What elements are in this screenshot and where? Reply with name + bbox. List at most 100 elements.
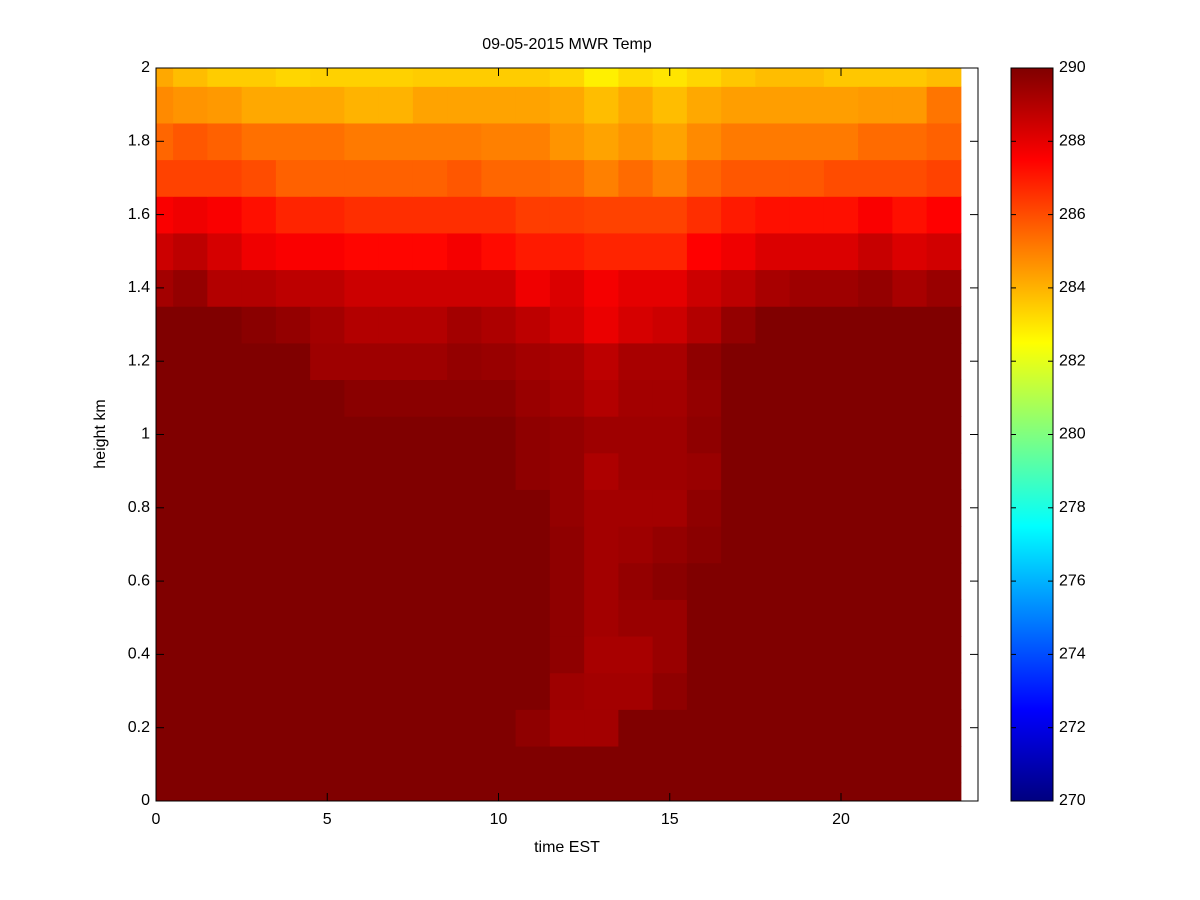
heatmap-cell [721, 636, 756, 674]
heatmap-cell [412, 159, 448, 197]
colorbar-tick-label: 272 [1059, 719, 1086, 736]
heatmap-cell [721, 562, 756, 600]
heatmap-cell [618, 306, 654, 344]
heatmap-cell [310, 306, 345, 344]
heatmap-cell [275, 709, 311, 747]
heatmap-cell [926, 416, 962, 454]
heatmap-cell [686, 782, 722, 801]
heatmap-cell [378, 86, 414, 124]
heatmap-cell [481, 746, 517, 784]
heatmap-cell [412, 232, 448, 271]
heatmap-cell [412, 86, 448, 124]
heatmap-cell [755, 746, 791, 784]
heatmap-cell [275, 306, 311, 344]
heatmap-cell [823, 196, 859, 234]
heatmap-cell [823, 562, 859, 600]
heatmap-cell [652, 416, 688, 454]
colorbar [1010, 67, 1054, 802]
heatmap-cell [823, 68, 859, 87]
heatmap-cell [173, 232, 208, 271]
heatmap-cell [823, 342, 859, 381]
heatmap-cell [584, 68, 619, 87]
heatmap-cell [173, 86, 208, 124]
heatmap-cell [207, 269, 243, 307]
heatmap-cell [378, 452, 414, 490]
heatmap-cell [549, 86, 585, 124]
heatmap-cell [378, 636, 414, 674]
heatmap-cell [823, 526, 859, 564]
heatmap-cell [618, 68, 654, 87]
heatmap-cell [310, 196, 345, 234]
heatmap-cell [858, 526, 893, 564]
heatmap-cell [858, 672, 893, 710]
heatmap-cell [789, 416, 825, 454]
heatmap-cell [173, 709, 208, 747]
heatmap-cell [892, 122, 928, 161]
heatmap-cell [481, 452, 517, 490]
heatmap-cell [275, 159, 311, 197]
heatmap-cell [618, 636, 654, 674]
heatmap-cell [241, 782, 277, 801]
heatmap-cell [686, 562, 722, 600]
x-tick-label: 0 [152, 811, 161, 828]
heatmap-cell [584, 379, 619, 417]
x-tick-label: 15 [661, 811, 679, 828]
heatmap-cell [686, 159, 722, 197]
heatmap-cell [789, 86, 825, 124]
heatmap-cell [310, 636, 345, 674]
heatmap-cell [926, 86, 962, 124]
heatmap-cell [686, 269, 722, 307]
heatmap-cell [156, 782, 174, 801]
y-tick-label: 1.8 [128, 133, 150, 150]
heatmap-cell [412, 196, 448, 234]
heatmap-cell [652, 636, 688, 674]
heatmap-cell [156, 159, 174, 197]
heatmap-cell [378, 672, 414, 710]
heatmap-cell [618, 562, 654, 600]
heatmap-cell [173, 159, 208, 197]
heatmap-cell [156, 68, 174, 87]
heatmap-cell [378, 562, 414, 600]
heatmap-cell [447, 196, 482, 234]
heatmap-cell [412, 709, 448, 747]
heatmap-cell [584, 562, 619, 600]
colorbar-tick-label: 274 [1059, 646, 1086, 663]
heatmap-cell [515, 562, 551, 600]
heatmap-cell [447, 68, 482, 87]
heatmap-cell [378, 342, 414, 381]
heatmap-cell [241, 709, 277, 747]
heatmap-cell [618, 196, 654, 234]
heatmap-cell [823, 489, 859, 527]
heatmap-cell [241, 672, 277, 710]
heatmap-cell [584, 342, 619, 381]
heatmap-cell [207, 489, 243, 527]
heatmap-cell [755, 416, 791, 454]
heatmap-cell [173, 746, 208, 784]
heatmap-cell [447, 782, 482, 801]
heatmap-cell [241, 379, 277, 417]
colorbar-tick-label: 286 [1059, 206, 1086, 223]
heatmap-cell [755, 342, 791, 381]
heatmap-cell [858, 636, 893, 674]
y-tick-label: 0.2 [128, 719, 150, 736]
heatmap-cell [858, 379, 893, 417]
heatmap-cell [447, 416, 482, 454]
y-tick-label: 0 [141, 792, 150, 809]
heatmap-cell [652, 746, 688, 784]
heatmap-cell [515, 342, 551, 381]
heatmap-cell [755, 599, 791, 637]
heatmap-cell [926, 232, 962, 271]
heatmap-cell [926, 599, 962, 637]
heatmap-cell [310, 416, 345, 454]
heatmap-cell [721, 746, 756, 784]
heatmap-cell [275, 782, 311, 801]
heatmap-cell [447, 342, 482, 381]
heatmap-cell [892, 306, 928, 344]
heatmap-cell [173, 379, 208, 417]
heatmap-cell [378, 599, 414, 637]
colorbar-tick-label: 284 [1059, 279, 1086, 296]
heatmap-cell [310, 342, 345, 381]
heatmap-cell [686, 416, 722, 454]
heatmap-cell [858, 122, 893, 161]
heatmap-cell [207, 68, 243, 87]
